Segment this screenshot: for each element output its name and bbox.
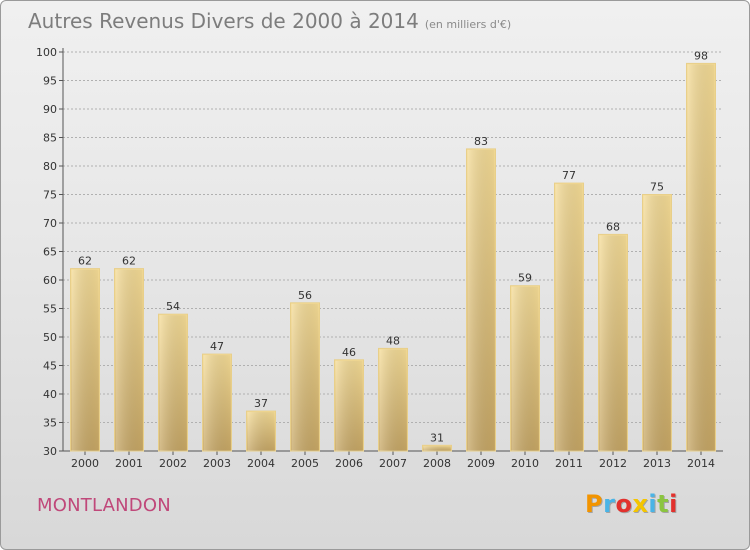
bars xyxy=(70,62,716,452)
labels: 62 2000 62 2001 54 2002 47 2003 37 2004 56 2005 46 20… xyxy=(71,49,715,470)
data-label: 62 xyxy=(122,255,136,268)
y-tick-label: 95 xyxy=(43,75,57,88)
data-label: 83 xyxy=(474,135,488,148)
axes: 30 35 40 45 50 55 60 65 70 75 80 85 90 95 100 xyxy=(36,46,723,458)
y-tick-label: 35 xyxy=(43,417,57,430)
bar-highlight xyxy=(467,149,495,451)
x-tick-label: 2005 xyxy=(291,457,319,470)
y-tick-label: 30 xyxy=(43,445,57,458)
x-tick-label: 2014 xyxy=(687,457,715,470)
x-tick-label: 2009 xyxy=(467,457,495,470)
logo-letter: o xyxy=(615,490,633,518)
x-tick-label: 2007 xyxy=(379,457,407,470)
y-tick-label: 45 xyxy=(43,360,57,373)
logo-letter: i xyxy=(669,490,678,518)
bar-highlight xyxy=(335,360,363,451)
data-label: 54 xyxy=(166,300,180,313)
y-tick-label: 50 xyxy=(43,331,57,344)
data-label: 62 xyxy=(78,255,92,268)
data-label: 59 xyxy=(518,272,532,285)
y-tick-label: 100 xyxy=(36,46,57,59)
x-tick-label: 2010 xyxy=(511,457,539,470)
y-tick-label: 75 xyxy=(43,189,57,202)
x-tick-label: 2011 xyxy=(555,457,583,470)
y-tick-label: 55 xyxy=(43,303,57,316)
chart-title: Autres Revenus Divers de 2000 à 2014 (en … xyxy=(28,9,511,33)
y-tick-label: 70 xyxy=(43,217,57,230)
bar-highlight xyxy=(555,184,583,451)
data-label: 47 xyxy=(210,340,224,353)
logo-letter: t xyxy=(657,490,670,518)
bar-highlight xyxy=(115,269,143,451)
bar-highlight xyxy=(643,195,671,451)
x-tick-label: 2001 xyxy=(115,457,143,470)
data-label: 31 xyxy=(430,431,444,444)
x-tick-label: 2003 xyxy=(203,457,231,470)
chart-subtitle: (en milliers d'€) xyxy=(424,18,512,31)
bar-highlight xyxy=(423,446,451,451)
x-tick-label: 2006 xyxy=(335,457,363,470)
x-tick-label: 2000 xyxy=(71,457,99,470)
data-label: 37 xyxy=(254,397,268,410)
logo-letter: i xyxy=(648,490,658,518)
x-tick-label: 2008 xyxy=(423,457,451,470)
bar-highlight xyxy=(203,355,231,451)
y-tick-label: 60 xyxy=(43,274,57,287)
bar-highlight xyxy=(159,315,187,451)
y-tick-label: 40 xyxy=(43,388,57,401)
bar-highlight xyxy=(291,303,319,451)
bar-highlight xyxy=(71,269,99,451)
logo-letter: x xyxy=(632,490,649,518)
bar-highlight xyxy=(379,349,407,451)
bar-highlight xyxy=(599,235,627,451)
data-label: 56 xyxy=(298,289,312,302)
y-tick-label: 85 xyxy=(43,132,57,145)
x-tick-label: 2012 xyxy=(599,457,627,470)
data-label: 98 xyxy=(694,49,708,62)
x-tick-label: 2002 xyxy=(159,457,187,470)
data-label: 77 xyxy=(562,169,576,182)
data-label: 46 xyxy=(342,346,356,359)
proxiti-logo[interactable]: Proxiti xyxy=(585,490,678,518)
town-name: MONTLANDON xyxy=(37,495,171,516)
y-tick-label: 65 xyxy=(43,246,57,259)
bar-highlight xyxy=(511,286,539,451)
data-label: 75 xyxy=(650,181,664,194)
logo-letter: r xyxy=(603,490,616,518)
y-tick-label: 80 xyxy=(43,160,57,173)
data-label: 48 xyxy=(386,334,400,347)
bar-highlight xyxy=(687,64,715,452)
bar-highlight xyxy=(247,412,275,451)
x-tick-label: 2013 xyxy=(643,457,671,470)
logo-letter: P xyxy=(585,490,604,518)
chart-title-text: Autres Revenus Divers de 2000 à 2014 xyxy=(28,9,419,33)
x-tick-label: 2004 xyxy=(247,457,275,470)
y-tick-label: 90 xyxy=(43,103,57,116)
data-label: 68 xyxy=(606,220,620,233)
